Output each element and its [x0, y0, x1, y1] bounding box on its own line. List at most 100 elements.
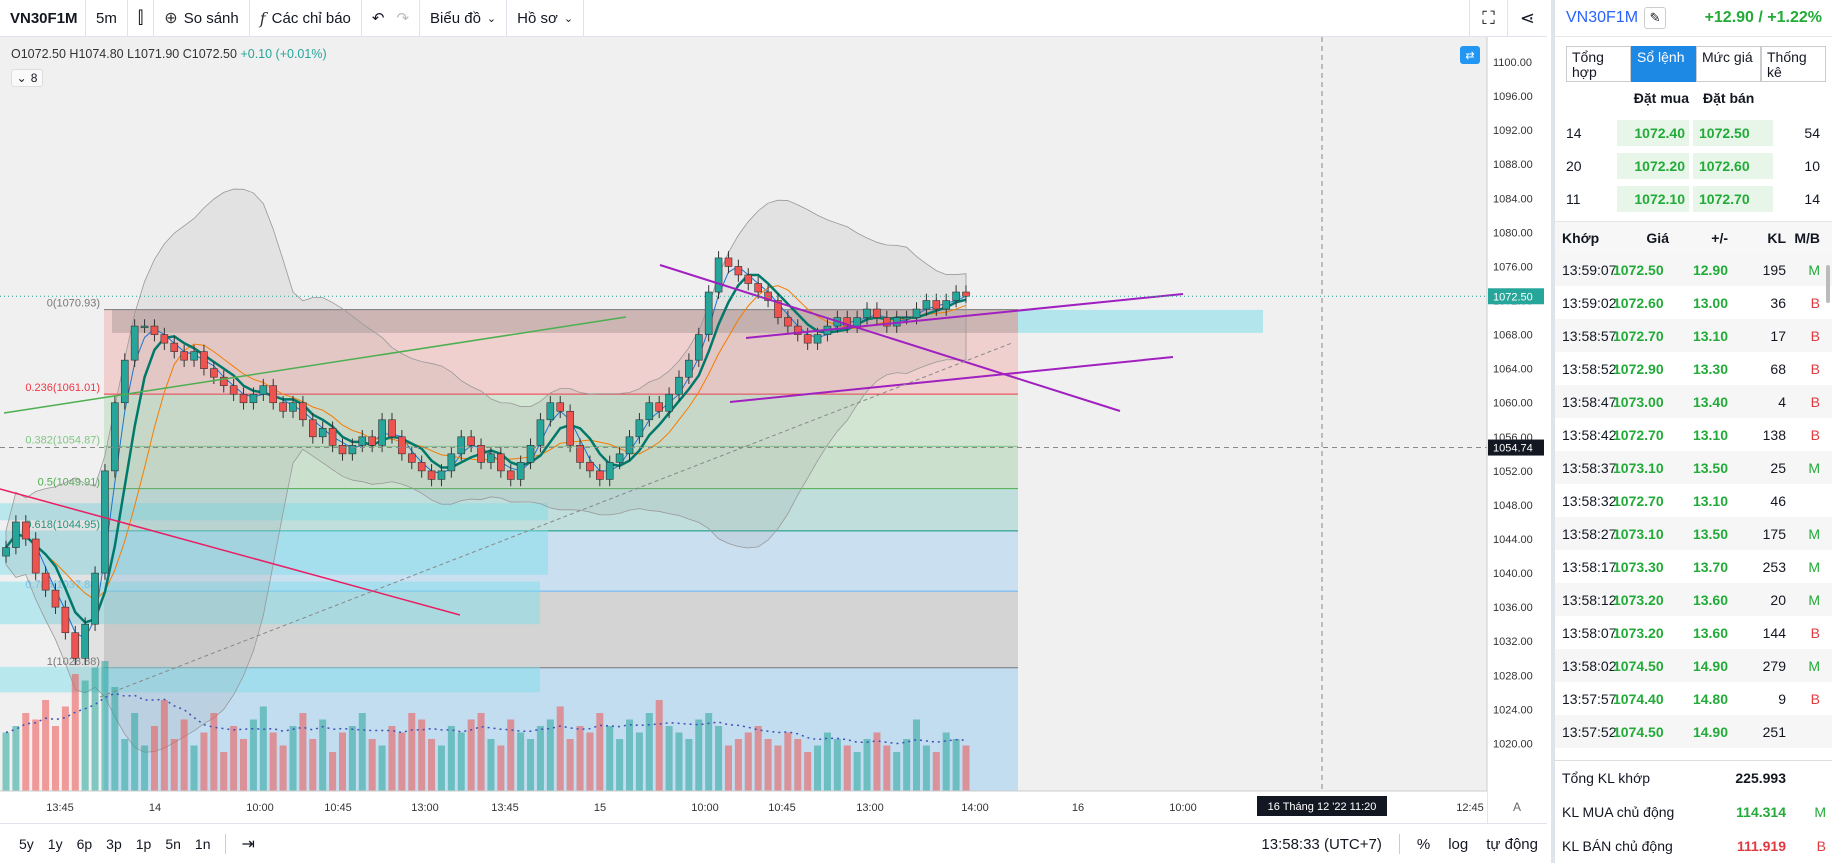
volume-bar — [724, 745, 732, 791]
candle — [536, 412, 545, 453]
fib-zone — [104, 446, 1018, 489]
panel-tab[interactable]: Tổng hợp — [1566, 46, 1631, 82]
trend-line[interactable] — [0, 488, 461, 616]
chart-type-button[interactable]: ⫿ — [128, 0, 155, 37]
candle — [873, 302, 881, 325]
trend-line[interactable] — [729, 356, 1174, 403]
trades-scrollbar[interactable] — [1826, 265, 1830, 303]
log-toggle[interactable]: log — [1448, 835, 1469, 853]
bid-qty: 20 — [1566, 157, 1582, 174]
panel-tab[interactable]: Thống kê — [1761, 46, 1826, 82]
edit-symbol-button[interactable]: ✎ — [1644, 7, 1667, 29]
redo-icon[interactable]: ↷ — [396, 10, 410, 27]
sync-button[interactable]: ⇄ — [1460, 46, 1480, 64]
trade-time: 13:57:57 — [1562, 690, 1617, 707]
trend-line[interactable] — [659, 264, 1121, 412]
chevron-down-icon: ⌄ — [563, 12, 574, 25]
trade-time: 13:58:37 — [1562, 459, 1617, 476]
panel-tab[interactable]: Mức giá — [1696, 46, 1761, 82]
goto-date-icon[interactable]: ⇥ — [241, 835, 255, 853]
profile-menu-button[interactable]: Hồ sơ ⌄ — [507, 0, 585, 37]
orderbook-row[interactable]: 14 1072.40 1072.50 54 — [1555, 116, 1832, 149]
ask-price: 1072.60 — [1693, 152, 1773, 179]
fib-label: 1(1028.88) — [47, 656, 100, 668]
bottom-right: 13:58:33 (UTC+7) % log tự động — [1252, 824, 1547, 864]
volume-bar — [81, 680, 89, 791]
trade-row: 13:58:02 1074.50 14.90 279 M — [1555, 649, 1832, 682]
chart-menu-button[interactable]: Biểu đồ ⌄ — [420, 0, 508, 37]
volume-bar — [447, 726, 455, 791]
bottom-bar: 5y 1y 6p 3p 1p 5n 1n ⇥ 13:58:33 (UTC+7) % log … — [0, 823, 1547, 863]
share-button[interactable]: ⋖ — [1506, 0, 1547, 37]
trend-line[interactable] — [3, 316, 627, 414]
candle — [586, 455, 594, 478]
auto-toggle[interactable]: tự động — [1486, 835, 1538, 853]
trade-side: M — [1808, 459, 1820, 476]
percent-toggle[interactable]: % — [1416, 835, 1431, 853]
trade-change: 14.80 — [1692, 690, 1728, 707]
candle — [200, 344, 208, 376]
volume-bar — [596, 713, 604, 791]
range-button[interactable]: 6p — [76, 835, 93, 852]
range-button[interactable]: 5y — [19, 835, 34, 852]
panel-symbol[interactable]: VN30F1M — [1566, 9, 1639, 26]
volume-bar — [576, 726, 584, 791]
trade-volume: 195 — [1762, 261, 1786, 278]
orderbook-row[interactable]: 20 1072.20 1072.60 10 — [1555, 149, 1832, 182]
summary-label: Tổng KL khớp — [1562, 770, 1651, 786]
sync-icon: ⇄ — [1465, 49, 1475, 62]
time-tick: 13:45 — [46, 802, 74, 814]
trades-header: Khớp Giá +/- KL M/B — [1555, 221, 1832, 253]
time-axis[interactable] — [0, 791, 1487, 823]
summary-side: M — [1814, 804, 1826, 820]
chart-area[interactable]: 0(1070.93) 0.236(1061.01) 0.382(1054.87) 0.… — [0, 37, 1547, 823]
axis-auto-button[interactable]: A — [1513, 800, 1521, 814]
fullscreen-button[interactable]: ⛶ — [1469, 0, 1507, 37]
range-button[interactable]: 5n — [165, 835, 181, 852]
trade-summary: Tổng KL khớp 225.993 KL MUA chủ động 114.31… — [1555, 760, 1832, 863]
low-value: 1071.90 — [134, 47, 180, 61]
candle — [605, 455, 614, 487]
candle — [309, 412, 317, 444]
candle — [774, 293, 782, 325]
price-tick: 1032.00 — [1493, 636, 1533, 648]
candle — [101, 464, 109, 580]
trend-line[interactable] — [745, 293, 1184, 339]
indicator-collapse-button[interactable]: ⌄ 8 — [11, 69, 43, 87]
orderbook-row[interactable]: 11 1072.10 1072.70 14 — [1555, 182, 1832, 215]
dashed-trend-line[interactable] — [99, 342, 1013, 698]
time-tick: 13:00 — [411, 802, 439, 814]
plus-circle-icon: ⊕ — [164, 10, 178, 27]
range-button[interactable]: 3p — [106, 835, 122, 852]
highlight-box — [0, 581, 540, 625]
panel-tab[interactable]: Sổ lệnh — [1631, 46, 1696, 82]
price-axis[interactable] — [1487, 37, 1547, 823]
trade-time: 13:58:17 — [1562, 558, 1617, 575]
trade-side: B — [1810, 393, 1820, 410]
volume-bar — [942, 732, 950, 791]
trades-list[interactable]: 13:59:07 1072.50 12.90 195 M 13:59:02 1072.60 1… — [1555, 253, 1832, 748]
indicators-button[interactable]: f Các chỉ báo — [250, 0, 362, 37]
highlight-box — [0, 503, 548, 521]
range-button[interactable]: 1n — [194, 835, 211, 852]
volume-bar — [626, 719, 634, 791]
range-button[interactable]: 1p — [135, 835, 152, 852]
undo-icon[interactable]: ↶ — [371, 10, 385, 27]
candle — [576, 438, 584, 470]
trade-row: 13:58:07 1073.20 13.60 144 B — [1555, 616, 1832, 649]
candle — [566, 404, 574, 453]
interval-button[interactable]: 5m — [86, 0, 128, 37]
trade-time: 13:58:52 — [1562, 360, 1617, 377]
volume-bar — [51, 726, 59, 791]
trade-volume: 68 — [1770, 360, 1786, 377]
trade-volume: 253 — [1762, 558, 1786, 575]
symbol-search[interactable]: VN30F1M — [0, 0, 86, 37]
trade-time: 13:58:42 — [1562, 426, 1617, 443]
volume-bar — [962, 745, 970, 791]
trade-row: 13:58:17 1073.30 13.70 253 M — [1555, 550, 1832, 583]
range-button[interactable]: 1y — [47, 835, 63, 852]
volume-bar — [141, 745, 149, 791]
candle — [714, 251, 723, 299]
chart-canvas[interactable]: 0(1070.93) 0.236(1061.01) 0.382(1054.87) 0.… — [0, 37, 1547, 823]
compare-button[interactable]: ⊕ So sánh — [154, 0, 250, 37]
